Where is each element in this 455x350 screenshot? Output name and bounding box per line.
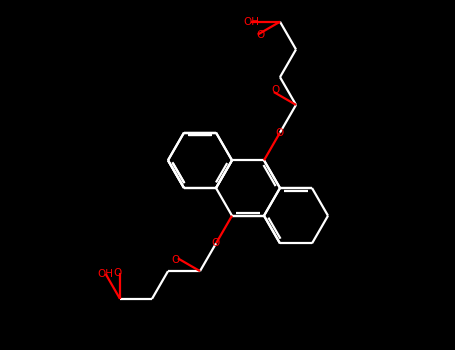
Text: OH: OH [243,17,259,27]
Text: O: O [172,256,180,265]
Text: O: O [276,127,284,138]
Text: O: O [212,238,220,248]
Text: OH: OH [98,269,114,279]
Text: O: O [272,85,280,95]
Text: O: O [257,29,265,40]
Text: O: O [113,268,121,278]
